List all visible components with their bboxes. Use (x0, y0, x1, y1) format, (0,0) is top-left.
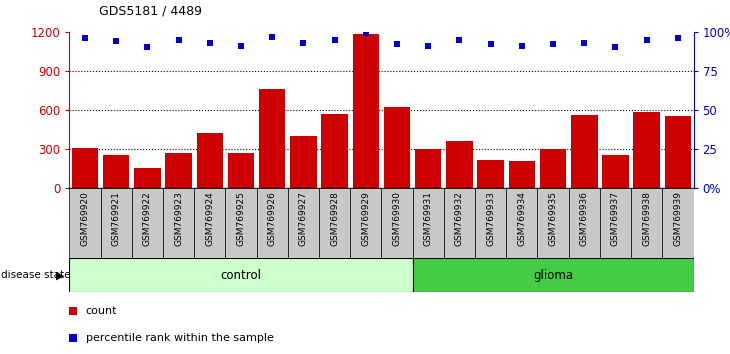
Point (298, 40, 310, 46)
Point (578, 40, 590, 46)
Bar (69, 258, 412, 292)
Bar (415, 149, 442, 188)
Bar (321, 114, 348, 188)
Bar (569, 188, 600, 258)
Bar (290, 136, 317, 188)
Point (79, 35, 91, 41)
Text: GSM769938: GSM769938 (642, 191, 651, 246)
Text: GSM769922: GSM769922 (143, 191, 152, 246)
Point (360, 30, 372, 36)
Bar (288, 188, 319, 258)
Bar (226, 188, 257, 258)
Point (110, 38, 122, 44)
Point (423, 43, 434, 49)
Text: GSM769923: GSM769923 (174, 191, 183, 246)
Bar (634, 112, 660, 188)
Point (453, 37, 465, 42)
Point (173, 37, 185, 42)
Bar (69, 188, 101, 258)
Text: GSM769931: GSM769931 (423, 191, 433, 246)
Bar (103, 154, 129, 188)
Point (641, 37, 653, 42)
Text: GSM769927: GSM769927 (299, 191, 308, 246)
Text: GSM769934: GSM769934 (518, 191, 526, 246)
Text: count: count (86, 306, 118, 316)
Bar (602, 154, 629, 188)
Bar (350, 188, 381, 258)
Bar (412, 188, 444, 258)
Point (204, 40, 215, 46)
Bar (664, 115, 691, 188)
Bar (631, 188, 662, 258)
Point (328, 37, 340, 42)
Point (142, 45, 153, 50)
Point (548, 41, 559, 47)
Bar (381, 188, 412, 258)
Bar (539, 149, 566, 188)
Bar (477, 160, 504, 188)
Text: GSM769939: GSM769939 (673, 191, 683, 246)
Text: percentile rank within the sample: percentile rank within the sample (86, 333, 274, 343)
Bar (228, 153, 254, 188)
Point (610, 45, 621, 50)
Text: GSM769933: GSM769933 (486, 191, 495, 246)
Bar (259, 89, 285, 188)
Bar (101, 188, 132, 258)
Bar (412, 258, 694, 292)
Point (485, 41, 496, 47)
Bar (194, 188, 226, 258)
Point (235, 43, 247, 49)
Bar (353, 34, 379, 188)
Text: disease state: disease state (1, 270, 70, 280)
Point (279, 257, 291, 262)
Bar (319, 188, 350, 258)
Point (516, 43, 528, 49)
Text: GSM769936: GSM769936 (580, 191, 589, 246)
Text: GSM769921: GSM769921 (112, 191, 120, 246)
Bar (509, 161, 535, 188)
Text: GSM769920: GSM769920 (80, 191, 90, 246)
Text: GSM769935: GSM769935 (548, 191, 558, 246)
Bar (163, 188, 194, 258)
Text: glioma: glioma (533, 269, 573, 282)
Bar (571, 115, 598, 188)
Text: GSM769932: GSM769932 (455, 191, 464, 246)
Point (266, 34, 278, 39)
Point (672, 35, 684, 41)
Bar (662, 188, 694, 258)
Point (391, 41, 403, 47)
Text: GSM769930: GSM769930 (393, 191, 402, 246)
Bar (131, 188, 163, 258)
Bar (134, 167, 161, 188)
Bar (444, 188, 475, 258)
Text: GSM769926: GSM769926 (268, 191, 277, 246)
Bar (475, 188, 507, 258)
Text: GSM769925: GSM769925 (237, 191, 245, 246)
Bar (537, 188, 569, 258)
Text: GDS5181 / 4489: GDS5181 / 4489 (99, 5, 201, 18)
Text: control: control (220, 269, 261, 282)
Text: GSM769924: GSM769924 (205, 191, 215, 246)
Bar (72, 148, 99, 188)
Text: GSM769928: GSM769928 (330, 191, 339, 246)
Bar (446, 141, 473, 188)
Bar (384, 107, 410, 188)
Bar (507, 188, 537, 258)
Text: GSM769937: GSM769937 (611, 191, 620, 246)
Point (279, 6, 291, 11)
Text: GSM769929: GSM769929 (361, 191, 370, 246)
Bar (165, 153, 192, 188)
Bar (196, 133, 223, 188)
Bar (257, 188, 288, 258)
Text: ▶: ▶ (56, 270, 65, 280)
Bar (600, 188, 631, 258)
